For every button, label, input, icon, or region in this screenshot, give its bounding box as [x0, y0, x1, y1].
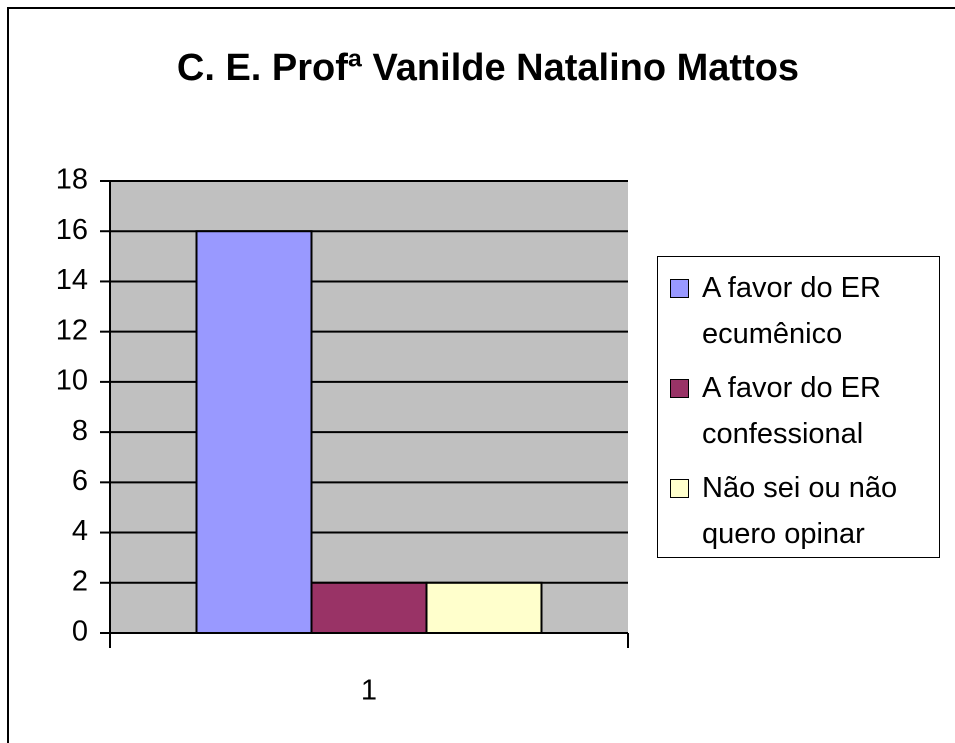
legend-swatch [670, 279, 689, 298]
chart-title: C. E. Profª Vanilde Natalino Mattos [177, 47, 799, 89]
legend-entry: A favor do ER ecumênico [670, 265, 938, 357]
y-tick-label: 14 [56, 264, 88, 296]
bar [195, 230, 313, 634]
y-tick-label: 6 [72, 465, 88, 497]
y-tick-label: 8 [72, 415, 88, 447]
y-tick-label: 10 [56, 365, 88, 397]
legend-entry: A favor do ER confessional [670, 365, 938, 457]
y-tick-label: 18 [56, 164, 88, 196]
y-tick-label: 12 [56, 314, 88, 346]
bar [310, 581, 428, 634]
x-tick-label: 1 [361, 675, 377, 707]
y-tick-label: 2 [72, 565, 88, 597]
legend-swatch [670, 479, 689, 498]
bar [425, 581, 543, 634]
legend: A favor do ER ecumênico A favor do ER con… [657, 256, 940, 558]
legend-label: Não sei ou não quero opinar [702, 472, 898, 550]
legend-label: A favor do ER confessional [702, 372, 881, 450]
legend-swatch [670, 379, 689, 398]
legend-entry: Não sei ou não quero opinar [670, 465, 938, 557]
y-tick-label: 16 [56, 214, 88, 246]
legend-label: A favor do ER ecumênico [702, 272, 881, 350]
plot-area [110, 181, 628, 633]
y-tick-label: 4 [72, 515, 88, 547]
y-tick-label: 0 [72, 616, 88, 648]
